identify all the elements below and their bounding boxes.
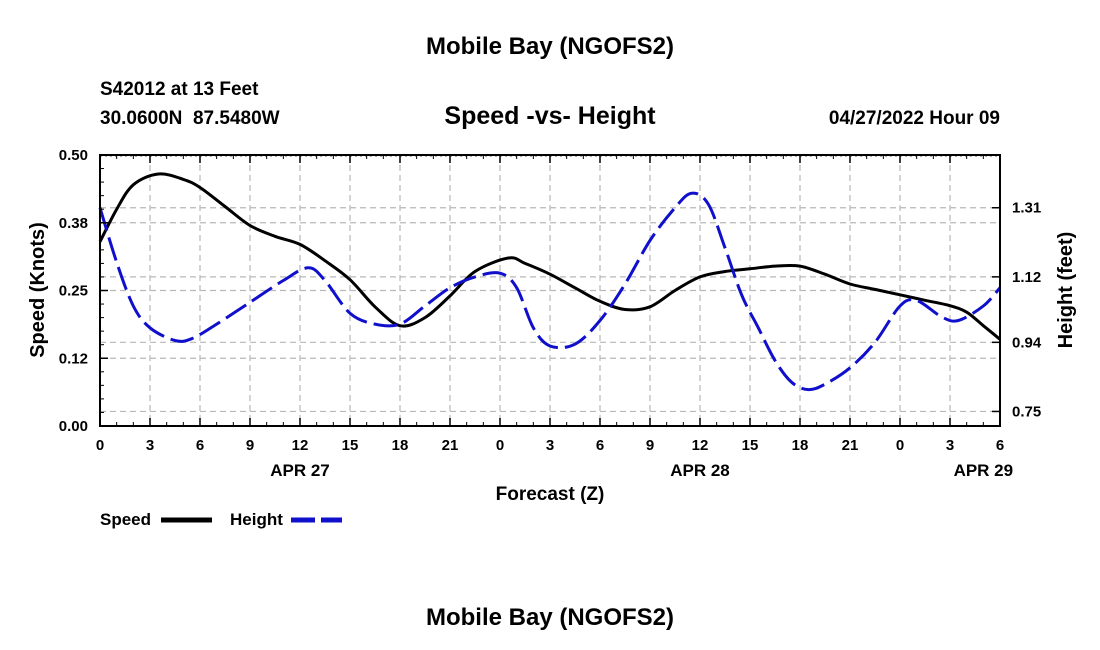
- left-tick-label: 0.25: [59, 283, 88, 300]
- x-tick-label: 6: [596, 437, 604, 454]
- x-tick-labels: 0 3 6 9 12 15 18 21 0 3 6 9 12 15 18 21 0 3 6: [96, 437, 1004, 454]
- right-tick-label: 0.75: [1012, 403, 1041, 420]
- left-tick-label: 0.50: [59, 147, 88, 164]
- chart-title: Mobile Bay (NGOFS2): [426, 33, 674, 60]
- legend-height-label: Height: [230, 510, 283, 529]
- x-tick-label: 3: [946, 437, 954, 454]
- station-label: S42012 at 13 Feet: [100, 79, 259, 100]
- x-tick-label: 9: [246, 437, 254, 454]
- y-axis-label-left: Speed (Knots): [27, 222, 49, 358]
- x-tick-label: 15: [342, 437, 359, 454]
- x-tick-label: 12: [292, 437, 309, 454]
- date-label: APR 28: [670, 461, 730, 480]
- timestamp-label: 04/27/2022 Hour 09: [829, 108, 1000, 129]
- x-axis-label: Forecast (Z): [496, 484, 605, 505]
- left-tick-label: 0.12: [59, 350, 88, 367]
- x-tick-label: 3: [146, 437, 154, 454]
- right-tick-labels: 0.75 0.94 1.12 1.31: [1012, 200, 1042, 421]
- y-axis-label-right: Height (feet): [1055, 232, 1077, 349]
- chart-subtitle: Speed -vs- Height: [444, 102, 656, 130]
- speed-series-line: [98, 172, 1001, 341]
- x-tick-label: 0: [896, 437, 904, 454]
- date-labels: APR 27 APR 28 APR 29: [270, 461, 1013, 480]
- x-tick-label: 0: [496, 437, 504, 454]
- legend-speed-label: Speed: [100, 510, 151, 529]
- x-tick-label: 18: [792, 437, 809, 454]
- x-tick-label: 12: [692, 437, 709, 454]
- date-label: APR 27: [270, 461, 330, 480]
- right-tick-label: 1.31: [1012, 200, 1041, 217]
- left-tick-label: 0.38: [59, 215, 88, 232]
- right-tick-label: 1.12: [1012, 269, 1041, 286]
- tick-marks: [99, 154, 1001, 427]
- legend: Speed Height: [100, 510, 342, 529]
- x-tick-label: 6: [196, 437, 204, 454]
- x-tick-label: 21: [442, 437, 459, 454]
- x-tick-label: 9: [646, 437, 654, 454]
- left-tick-labels: 0.00 0.12 0.25 0.38 0.50: [59, 147, 88, 435]
- x-tick-label: 21: [842, 437, 859, 454]
- x-tick-label: 15: [742, 437, 759, 454]
- x-tick-label: 6: [996, 437, 1004, 454]
- location-label: 30.0600N 87.5480W: [100, 108, 280, 129]
- series-layer: [98, 172, 1002, 392]
- date-label: APR 29: [954, 461, 1014, 480]
- bottom-chart-title: Mobile Bay (NGOFS2): [426, 604, 674, 631]
- x-tick-label: 3: [546, 437, 554, 454]
- x-tick-label: 18: [392, 437, 409, 454]
- right-tick-label: 0.94: [1012, 334, 1042, 351]
- grid-lines: [100, 155, 1000, 426]
- left-tick-label: 0.00: [59, 418, 88, 435]
- x-tick-label: 0: [96, 437, 104, 454]
- height-series-line: [98, 191, 1002, 392]
